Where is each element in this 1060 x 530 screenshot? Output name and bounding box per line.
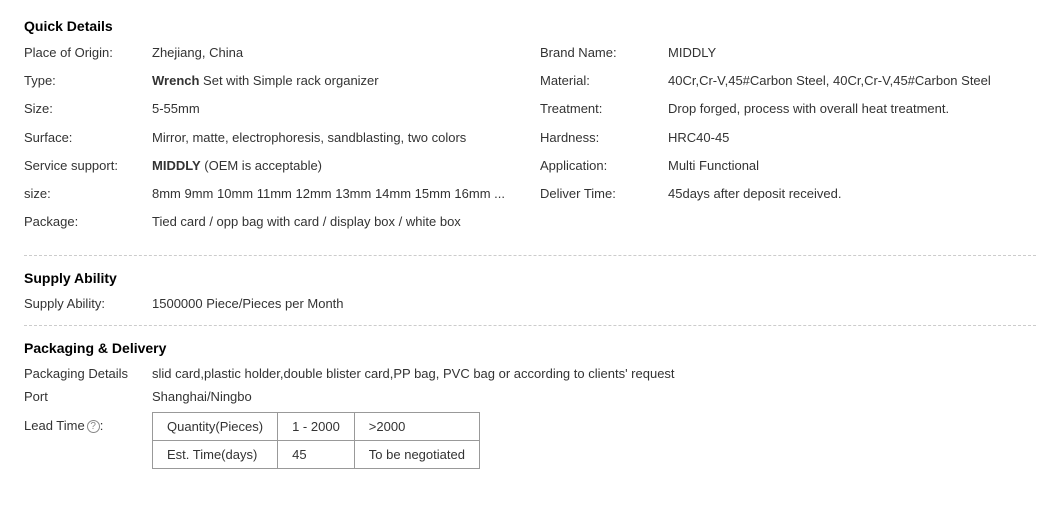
detail-row: Treatment:Drop forged, process with over… — [540, 100, 1036, 118]
supply-value: 1500000 Piece/Pieces per Month — [152, 296, 1036, 311]
packaging-title: Packaging & Delivery — [24, 340, 1036, 356]
table-cell: Est. Time(days) — [153, 441, 278, 469]
detail-value: Wrench Set with Simple rack organizer — [152, 72, 520, 90]
detail-value: Multi Functional — [668, 157, 1036, 175]
table-cell: 1 - 2000 — [278, 413, 355, 441]
detail-value: Tied card / opp bag with card / display … — [152, 213, 520, 231]
packaging-value: slid card,plastic holder,double blister … — [152, 366, 1036, 381]
detail-row: Deliver Time:45days after deposit receiv… — [540, 185, 1036, 203]
packaging-value: Shanghai/Ningbo — [152, 389, 1036, 404]
detail-row: Surface:Mirror, matte, electrophoresis, … — [24, 129, 520, 147]
detail-label: Size: — [24, 100, 152, 118]
divider — [24, 255, 1036, 256]
detail-label: Surface: — [24, 129, 152, 147]
lead-time-table: Quantity(Pieces)1 - 2000>2000 Est. Time(… — [152, 412, 480, 469]
quick-details-grid: Place of Origin:Zhejiang, ChinaType:Wren… — [24, 44, 1036, 241]
detail-row: Brand Name:MIDDLY — [540, 44, 1036, 62]
detail-value: Mirror, matte, electrophoresis, sandblas… — [152, 129, 520, 147]
detail-value: 8mm 9mm 10mm 11mm 12mm 13mm 14mm 15mm 16… — [152, 185, 520, 203]
packaging-row: PortShanghai/Ningbo — [24, 389, 1036, 404]
detail-row: Place of Origin:Zhejiang, China — [24, 44, 520, 62]
detail-row: Package:Tied card / opp bag with card / … — [24, 213, 520, 231]
detail-row: Type:Wrench Set with Simple rack organiz… — [24, 72, 520, 90]
detail-label: Application: — [540, 157, 668, 175]
detail-label: Service support: — [24, 157, 152, 175]
detail-value: 40Cr,Cr-V,45#Carbon Steel, 40Cr,Cr-V,45#… — [668, 72, 1036, 90]
supply-title: Supply Ability — [24, 270, 1036, 286]
detail-value: 5-55mm — [152, 100, 520, 118]
table-cell: >2000 — [354, 413, 479, 441]
detail-value: MIDDLY — [668, 44, 1036, 62]
detail-value: Zhejiang, China — [152, 44, 520, 62]
detail-row: Hardness:HRC40-45 — [540, 129, 1036, 147]
detail-label: Type: — [24, 72, 152, 90]
supply-row: Supply Ability: 1500000 Piece/Pieces per… — [24, 296, 1036, 311]
packaging-label: Packaging Details — [24, 366, 152, 381]
detail-row: Application:Multi Functional — [540, 157, 1036, 175]
packaging-label: Port — [24, 389, 152, 404]
table-cell: Quantity(Pieces) — [153, 413, 278, 441]
help-icon[interactable]: ? — [87, 420, 100, 433]
detail-row: Size:5-55mm — [24, 100, 520, 118]
detail-value: HRC40-45 — [668, 129, 1036, 147]
detail-label: Place of Origin: — [24, 44, 152, 62]
detail-row: Material:40Cr,Cr-V,45#Carbon Steel, 40Cr… — [540, 72, 1036, 90]
detail-value: Drop forged, process with overall heat t… — [668, 100, 1036, 118]
lead-time-label: Lead Time?: — [24, 412, 152, 433]
supply-label: Supply Ability: — [24, 296, 152, 311]
detail-value: MIDDLY (OEM is acceptable) — [152, 157, 520, 175]
divider — [24, 325, 1036, 326]
detail-row: size:8mm 9mm 10mm 11mm 12mm 13mm 14mm 15… — [24, 185, 520, 203]
table-cell: To be negotiated — [354, 441, 479, 469]
quick-details-title: Quick Details — [24, 18, 1036, 34]
lead-time-row: Lead Time?: Quantity(Pieces)1 - 2000>200… — [24, 412, 1036, 469]
detail-label: Package: — [24, 213, 152, 231]
detail-label: Material: — [540, 72, 668, 90]
detail-label: Brand Name: — [540, 44, 668, 62]
detail-label: Treatment: — [540, 100, 668, 118]
packaging-row: Packaging Detailsslid card,plastic holde… — [24, 366, 1036, 381]
detail-value: 45days after deposit received. — [668, 185, 1036, 203]
detail-label: Hardness: — [540, 129, 668, 147]
detail-label: Deliver Time: — [540, 185, 668, 203]
table-cell: 45 — [278, 441, 355, 469]
detail-label: size: — [24, 185, 152, 203]
detail-row: Service support:MIDDLY (OEM is acceptabl… — [24, 157, 520, 175]
